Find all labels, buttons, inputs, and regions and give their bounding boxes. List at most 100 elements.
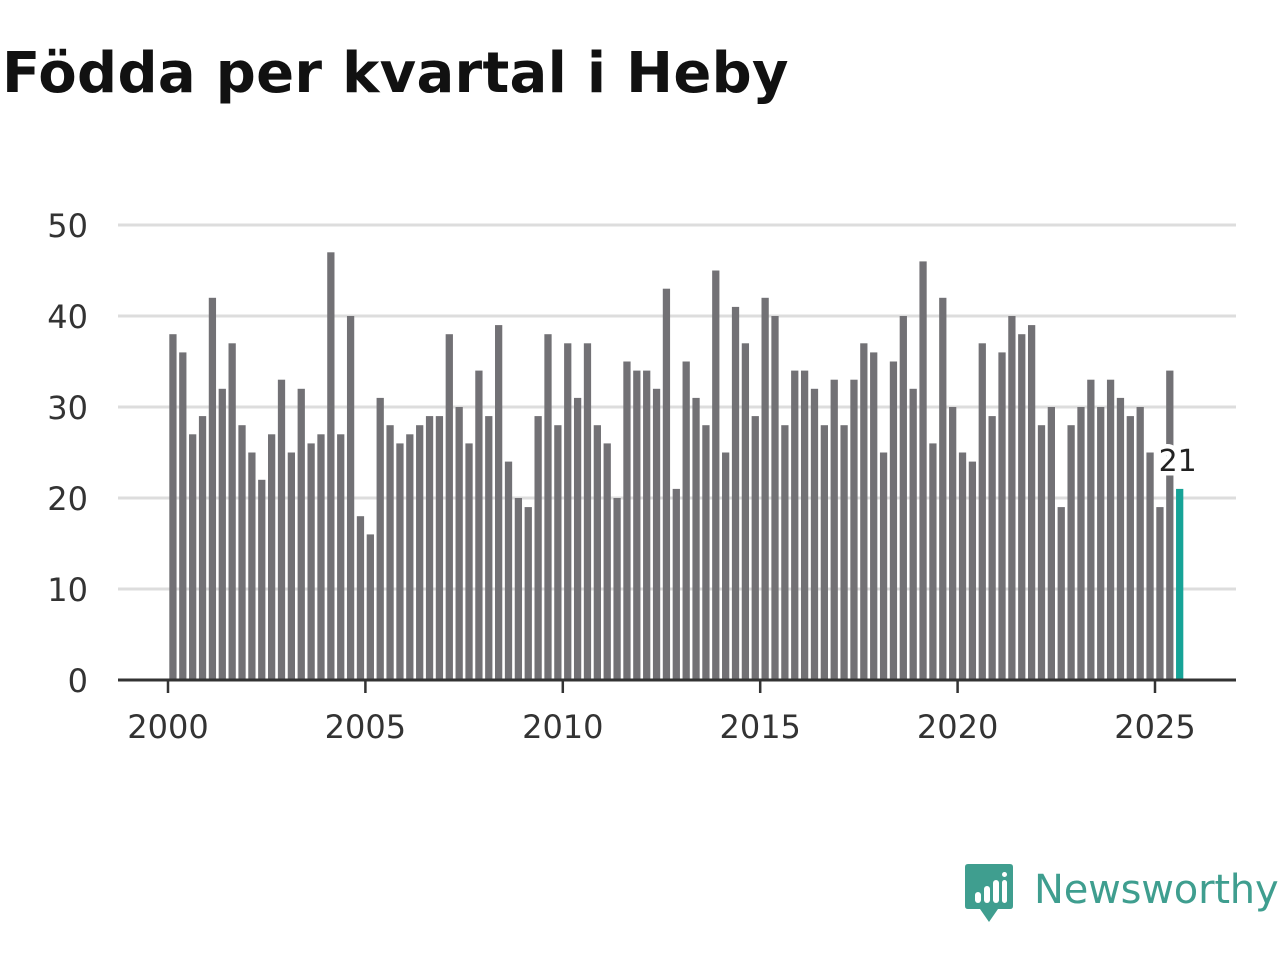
bar	[376, 397, 384, 680]
bar	[564, 343, 572, 680]
bar	[534, 416, 542, 680]
bar	[939, 297, 947, 680]
bar	[741, 343, 750, 680]
x-tick-label: 2025	[1114, 708, 1195, 746]
bar	[603, 443, 611, 680]
bar	[317, 434, 325, 680]
bar	[633, 370, 641, 680]
bar	[958, 452, 967, 680]
x-tick-label: 2015	[719, 708, 800, 746]
bar	[337, 434, 345, 680]
bar	[169, 334, 177, 680]
bar	[524, 507, 532, 680]
bar	[573, 397, 582, 680]
bar	[781, 425, 789, 680]
bar	[208, 297, 217, 680]
bar	[1126, 416, 1134, 680]
bar	[988, 416, 996, 680]
bar	[475, 370, 483, 680]
x-tick-label: 2000	[127, 708, 208, 746]
bar	[228, 343, 236, 680]
bar	[416, 425, 424, 680]
bar	[268, 434, 276, 680]
bar	[1097, 407, 1105, 680]
bar	[544, 334, 552, 680]
bar	[238, 425, 246, 680]
bar	[909, 388, 917, 680]
bar	[702, 425, 710, 680]
bar	[248, 452, 256, 680]
bar	[968, 461, 977, 680]
x-tick-label: 2010	[522, 708, 603, 746]
bars	[169, 252, 1184, 681]
bar	[1116, 397, 1125, 680]
bar	[820, 425, 828, 680]
bar	[613, 498, 621, 680]
bar	[712, 270, 720, 680]
bar	[554, 425, 562, 680]
bar	[435, 416, 444, 680]
y-axis-labels: 0 10 20 30 40 50	[47, 207, 88, 700]
bar	[850, 379, 858, 680]
bar	[495, 325, 503, 680]
bar-highlight	[1176, 488, 1184, 680]
bar	[682, 361, 690, 680]
bar	[771, 316, 779, 680]
bar	[1106, 379, 1115, 680]
brand-logo[interactable]: Newsworthy	[964, 862, 1279, 928]
bar	[949, 407, 957, 680]
bar	[287, 452, 296, 680]
y-tick-label: 30	[47, 389, 88, 427]
bar	[1027, 325, 1036, 680]
bar	[593, 425, 601, 680]
value-label-halo: 21	[1159, 444, 1197, 479]
value-label: 21	[1159, 444, 1197, 479]
y-tick-label: 10	[47, 571, 88, 609]
y-tick-label: 40	[47, 298, 88, 336]
bar	[346, 316, 355, 680]
bar	[465, 443, 473, 680]
bar	[1087, 379, 1095, 680]
bar	[1136, 407, 1144, 680]
bar	[1077, 407, 1085, 680]
bar	[879, 452, 888, 680]
bar	[425, 416, 434, 680]
bar	[899, 316, 907, 680]
bar	[860, 343, 868, 680]
bar	[445, 334, 453, 680]
bar	[179, 352, 187, 680]
bar	[327, 252, 335, 681]
bar	[643, 370, 651, 680]
bar	[1008, 316, 1016, 680]
bar	[810, 388, 819, 680]
bar	[929, 443, 937, 680]
bar	[366, 534, 374, 680]
bar	[356, 516, 365, 680]
bar	[258, 479, 266, 680]
bar	[277, 379, 286, 680]
bar	[1037, 425, 1046, 680]
bar	[791, 370, 799, 680]
bar	[672, 488, 680, 680]
bar	[623, 361, 631, 680]
bar	[751, 416, 759, 680]
bar	[1067, 425, 1075, 680]
chart-title: Födda per kvartal i Heby	[2, 41, 789, 106]
bar	[919, 261, 927, 680]
bar	[1166, 370, 1174, 680]
x-axis-labels: 2000 2005 2010 2015 2020 2025	[127, 708, 1195, 746]
bar	[189, 434, 197, 680]
bar	[998, 352, 1006, 680]
bar	[652, 388, 661, 680]
bar	[297, 388, 305, 680]
bar	[889, 361, 898, 680]
bar	[583, 343, 592, 680]
bar	[800, 370, 809, 680]
bar	[1018, 334, 1026, 680]
bar	[761, 297, 769, 680]
bar	[504, 461, 513, 680]
bar	[830, 379, 838, 680]
bar	[662, 288, 671, 680]
bar	[455, 407, 463, 680]
